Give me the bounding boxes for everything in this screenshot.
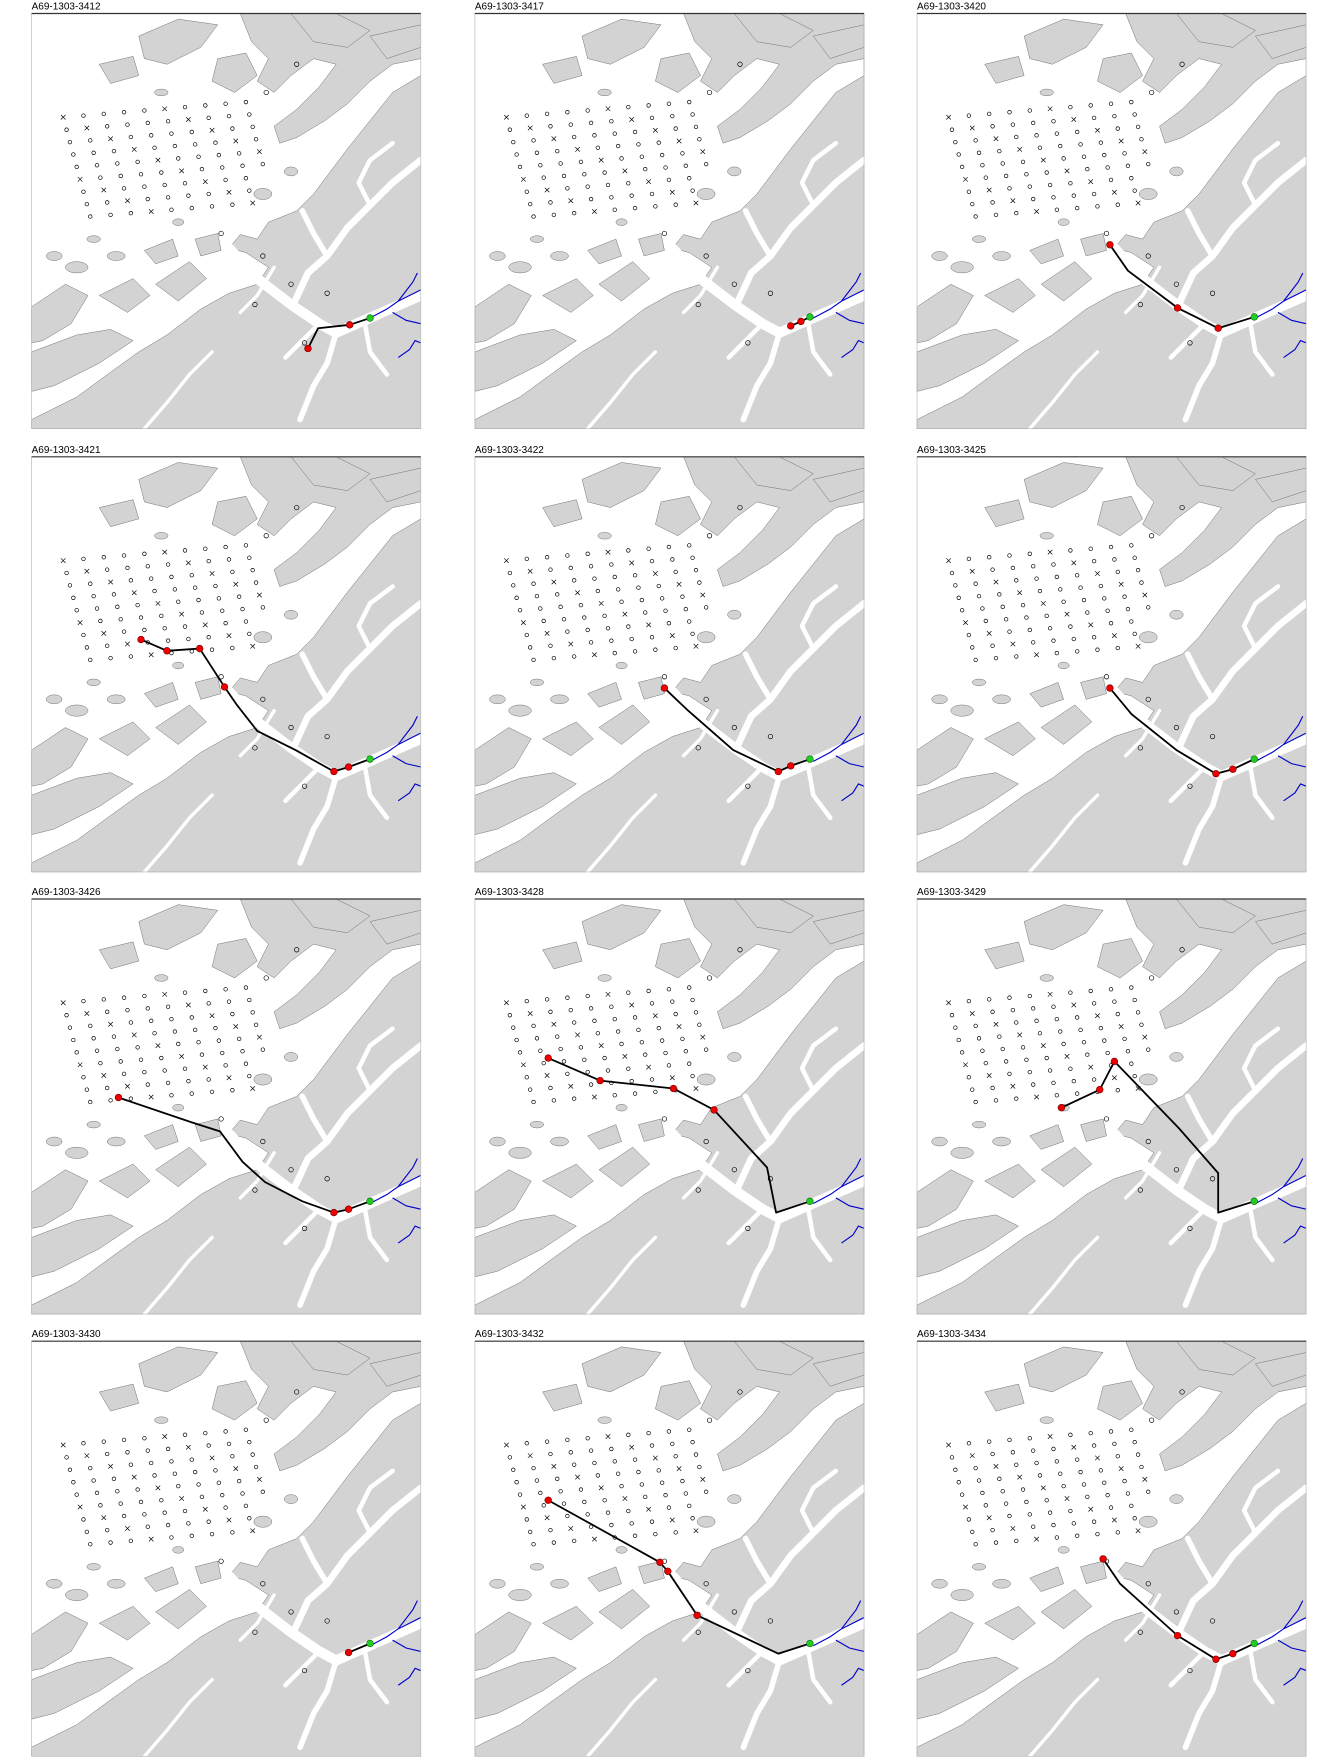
basemap [917, 899, 1306, 1314]
detection [1106, 241, 1114, 249]
detection [330, 767, 338, 776]
detection [1212, 1655, 1220, 1663]
detection [346, 321, 354, 329]
detection [693, 1611, 701, 1619]
basemap [917, 1341, 1306, 1756]
detection [1099, 1555, 1107, 1563]
release-site [366, 314, 374, 322]
release-site [806, 1197, 814, 1205]
basemap [917, 457, 1306, 872]
track [118, 1096, 371, 1214]
release-site [366, 1197, 374, 1205]
release-site [1250, 313, 1258, 321]
detection [163, 647, 171, 655]
release-site [806, 313, 814, 321]
detection [710, 1106, 718, 1114]
track [547, 1499, 811, 1655]
detection [1229, 765, 1237, 773]
panel-title: A69-1303-3417 [475, 2, 544, 13]
detection [344, 1648, 353, 1657]
panel-title: A69-1303-3421 [32, 445, 101, 456]
detection [1173, 304, 1182, 312]
detection [787, 322, 795, 330]
basemap [32, 14, 421, 429]
panel-title: A69-1303-3422 [475, 445, 544, 456]
map-panel [917, 1341, 1306, 1756]
track [140, 638, 371, 773]
detection [330, 1208, 338, 1217]
release-site [366, 755, 374, 763]
detection [137, 635, 145, 644]
detection [544, 1054, 552, 1062]
map-panel [32, 1341, 421, 1756]
detection [304, 344, 312, 353]
detection [669, 1084, 678, 1093]
basemap [32, 1341, 421, 1756]
map-panel [475, 899, 864, 1314]
map-panel [32, 14, 421, 429]
detection [344, 763, 353, 771]
panel-title: A69-1303-3428 [475, 887, 544, 898]
basemap [32, 899, 421, 1314]
panel-title: A69-1303-3434 [917, 1329, 986, 1340]
basemap [917, 14, 1306, 429]
map-panel [32, 899, 421, 1314]
detection [1214, 324, 1222, 332]
map-panel [917, 14, 1306, 429]
release-site [1250, 755, 1258, 763]
map-panel [32, 457, 421, 872]
detection [797, 317, 805, 326]
map-panel [917, 899, 1306, 1314]
detection [660, 684, 669, 692]
detection [220, 683, 229, 691]
track [1109, 687, 1255, 775]
panel-title: A69-1303-3425 [917, 445, 986, 456]
basemap [475, 14, 864, 429]
detection [664, 1567, 672, 1575]
detection [596, 1076, 604, 1085]
panel-title: A69-1303-3432 [475, 1329, 544, 1340]
panel-title: A69-1303-3429 [917, 887, 986, 898]
detection [114, 1093, 123, 1102]
basemap [475, 899, 864, 1314]
detection [1096, 1085, 1104, 1094]
map-panel [475, 1341, 864, 1756]
map-panel [917, 457, 1306, 872]
detection [1057, 1104, 1066, 1112]
track [1102, 1558, 1255, 1661]
map-panel [475, 457, 864, 872]
release-site [1250, 1197, 1258, 1205]
release-site [1250, 1639, 1258, 1648]
basemap [32, 457, 421, 872]
track [348, 1642, 371, 1654]
detection [1106, 684, 1114, 692]
basemap [475, 1341, 864, 1756]
detection [344, 1205, 353, 1213]
track [307, 317, 371, 349]
release-site [806, 755, 814, 763]
detection [1229, 1649, 1237, 1658]
release-site [806, 1639, 814, 1648]
panel-title: A69-1303-3412 [32, 2, 101, 13]
detection [1173, 1631, 1182, 1640]
release-site [366, 1639, 374, 1648]
detection [196, 644, 204, 653]
detection [1212, 770, 1220, 778]
detection [774, 767, 782, 776]
basemap [475, 457, 864, 872]
detection [544, 1496, 552, 1504]
panel-title: A69-1303-3420 [917, 2, 986, 13]
detection [787, 762, 795, 770]
detection [1110, 1057, 1119, 1066]
map-panel [475, 14, 864, 429]
panel-title: A69-1303-3430 [32, 1329, 101, 1340]
detection [656, 1558, 664, 1566]
panel-title: A69-1303-3426 [32, 887, 101, 898]
